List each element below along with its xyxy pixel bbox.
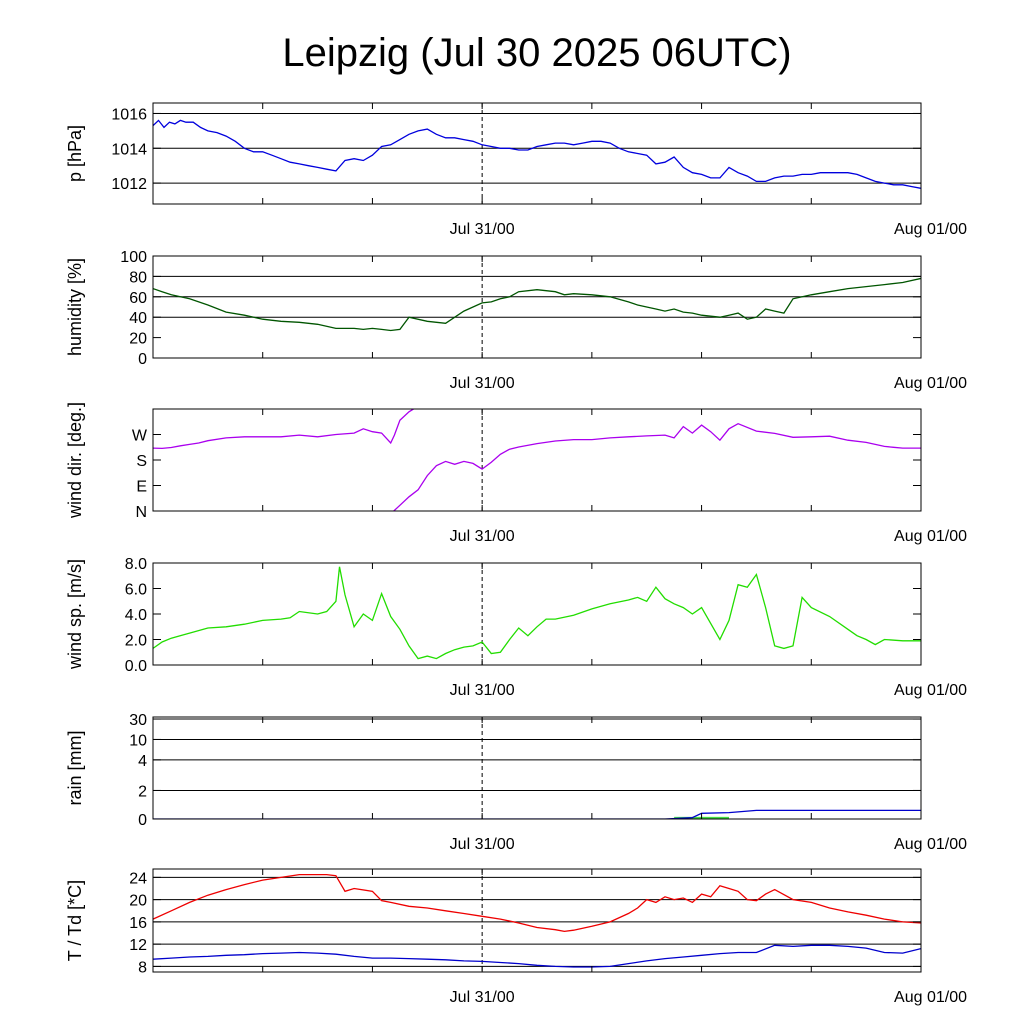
humidity-xtick-label: Jul 31/00 — [450, 375, 515, 392]
pressure-ytick-label: 1014 — [111, 141, 147, 158]
temperature-xtick-label: Aug 01/00 — [894, 989, 967, 1006]
wind-direction-ytick-label: N — [135, 504, 147, 521]
rain-xtick-label: Jul 31/00 — [450, 836, 515, 853]
humidity-ytick-label: 20 — [129, 331, 147, 348]
wind-direction-series-line — [392, 422, 921, 511]
pressure-frame — [152, 102, 922, 205]
humidity-ytick-label: 40 — [129, 310, 147, 327]
wind-direction-ylabel: wind dir. [deg.] — [65, 402, 85, 519]
wind-speed-ytick-label: 0.0 — [125, 658, 147, 675]
wind-speed-ytick-label: 8.0 — [125, 556, 147, 573]
humidity-ytick-label: 0 — [138, 351, 147, 368]
wind-speed-xtick-label: Aug 01/00 — [894, 682, 967, 699]
temperature-ytick-label: 8 — [138, 959, 147, 976]
wind-speed-ytick-label: 4.0 — [125, 607, 147, 624]
pressure-xtick-label: Jul 31/00 — [450, 221, 515, 238]
humidity-frame — [152, 255, 922, 359]
pressure-xtick-label: Aug 01/00 — [894, 221, 967, 238]
temperature-ytick-label: 16 — [129, 915, 147, 932]
temperature-ytick-label: 20 — [129, 893, 147, 910]
wind-speed-ytick-label: 6.0 — [125, 582, 147, 599]
rain-series-line — [153, 809, 921, 819]
rain-ytick-label: 30 — [129, 712, 147, 729]
temperature-ytick-label: 24 — [129, 870, 147, 887]
temperature-xtick-label: Jul 31/00 — [450, 989, 515, 1006]
humidity-series-line — [153, 277, 921, 332]
rain-ytick-label: 4 — [138, 753, 147, 770]
rain-xtick-label: Aug 01/00 — [894, 836, 967, 853]
temperature-ylabel: T / Td [*C] — [65, 880, 85, 961]
humidity-xtick-label: Aug 01/00 — [894, 375, 967, 392]
temperature-frame — [152, 868, 922, 973]
rain-frame — [152, 716, 922, 820]
humidity-ylabel: humidity [%] — [65, 258, 85, 356]
pressure-ytick-label: 1012 — [111, 176, 147, 193]
temperature-panel: 8 12 16 20 24 Jul 31/00 Aug 01/00 T / Td [*C] — [65, 868, 967, 1006]
rain-ytick-label: 10 — [129, 732, 147, 749]
rain-panel: 0 2 4 10 30 Jul 31/00 Aug 01/00 rain [mm] — [65, 712, 967, 853]
humidity-ytick-label: 80 — [129, 269, 147, 286]
rain-ylabel: rain [mm] — [65, 730, 85, 805]
humidity-ytick-label: 100 — [120, 249, 147, 266]
pressure-ytick-label: 1016 — [111, 106, 147, 123]
rain-ytick-label: 0 — [138, 812, 147, 829]
wind-speed-ytick-label: 2.0 — [125, 633, 147, 650]
humidity-ytick-label: 60 — [129, 290, 147, 307]
wind-direction-ytick-label: E — [136, 479, 147, 496]
wind-speed-panel: 0.0 2.0 4.0 6.0 8.0 Jul 31/00 Aug 01/00 wind sp… — [65, 556, 967, 699]
chart-title: Leipzig (Jul 30 2025 06UTC) — [282, 31, 791, 75]
wind-direction-ytick-label: S — [136, 453, 147, 470]
wind-direction-ytick-label: W — [132, 428, 148, 445]
pressure-series-line — [153, 119, 921, 189]
pressure-panel: 1012 1014 1016 Jul 31/00 Aug 01/00 p [hPa] — [65, 102, 967, 238]
rain-ytick-label: 2 — [138, 783, 147, 800]
temperature-series-line — [153, 944, 921, 968]
wind-speed-xtick-label: Jul 31/00 — [450, 682, 515, 699]
wind-speed-frame — [152, 562, 922, 666]
temperature-series-line — [153, 873, 921, 933]
wind-speed-ylabel: wind sp. [m/s] — [65, 559, 85, 670]
wind-direction-frame — [152, 408, 922, 512]
wind-direction-xtick-label: Aug 01/00 — [894, 528, 967, 545]
wind-direction-xtick-label: Jul 31/00 — [450, 528, 515, 545]
pressure-ylabel: p [hPa] — [65, 125, 85, 182]
temperature-ytick-label: 12 — [129, 937, 147, 954]
wind-speed-series-line — [153, 566, 921, 660]
humidity-panel: 0 20 40 60 80 100 Jul 31/00 Aug 01/00 humidity [… — [65, 249, 967, 392]
wind-direction-series-line — [153, 409, 415, 450]
